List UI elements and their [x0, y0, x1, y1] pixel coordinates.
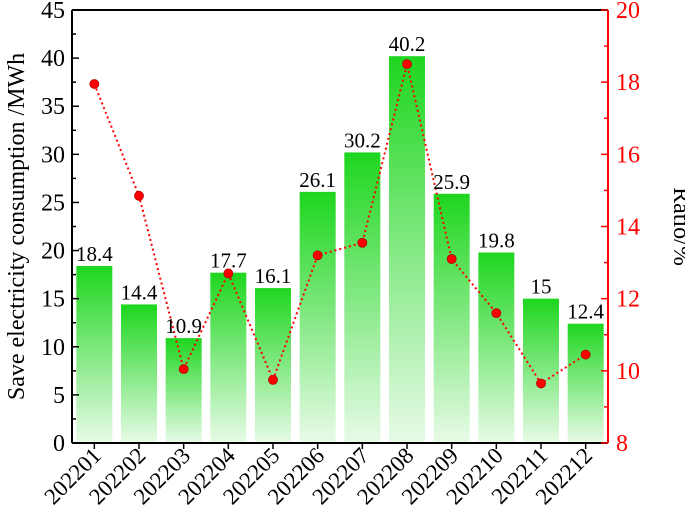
ratio-point-202204	[223, 268, 234, 279]
bar-value-label: 25.9	[433, 170, 470, 194]
bar-value-label: 26.1	[299, 168, 336, 192]
bar-202209	[433, 193, 470, 443]
ratio-point-202209	[446, 254, 457, 264]
left-tick-label: 30	[41, 142, 65, 168]
left-tick-label: 15	[41, 287, 65, 313]
left-tick-label: 45	[41, 0, 65, 24]
bar-202207	[344, 152, 381, 444]
bar-202206	[299, 191, 336, 443]
right-tick-label: 20	[616, 0, 640, 24]
left-tick-label: 35	[41, 94, 65, 120]
right-tick-label: 16	[616, 142, 640, 168]
right-tick-label: 14	[616, 215, 640, 241]
left-tick-label: 10	[41, 335, 65, 361]
left-tick-label: 25	[41, 190, 65, 216]
y2-axis-title: Ratio/%	[668, 187, 685, 266]
bar-202211	[523, 298, 559, 443]
ratio-point-202206	[312, 250, 323, 261]
ratio-point-202211	[536, 378, 546, 389]
bar-202210	[478, 252, 515, 443]
bar-value-label: 10.9	[165, 314, 202, 338]
bar-value-label: 40.2	[389, 32, 426, 56]
bar-202202	[121, 304, 157, 443]
ratio-point-202212	[580, 349, 591, 360]
bar-202201	[76, 265, 113, 443]
left-tick-label: 20	[41, 239, 65, 265]
left-tick-label: 0	[53, 431, 65, 457]
axes-layer	[71, 9, 609, 449]
bar-value-label: 16.1	[255, 264, 292, 288]
left-tick-label: 5	[53, 383, 65, 409]
ratio-point-202210	[491, 308, 502, 319]
right-tick-label: 18	[616, 70, 640, 96]
bar-value-label: 18.4	[76, 242, 113, 266]
ratio-point-202202	[134, 190, 144, 201]
bar-value-label: 30.2	[344, 128, 381, 152]
ratio-point-202207	[357, 237, 368, 248]
right-tick-label: 10	[616, 359, 640, 385]
ratio-point-202201	[89, 79, 100, 89]
bar-value-label: 17.7	[210, 249, 247, 273]
ratio-point-202208	[402, 59, 412, 70]
right-tick-label: 12	[616, 287, 640, 313]
bar-202212	[567, 323, 604, 443]
y-axis-title: Save electricity consumption /MWh	[4, 53, 30, 400]
bar-value-label: 19.8	[478, 228, 515, 252]
bar-202204	[210, 272, 247, 443]
ratio-line-layer	[89, 59, 591, 389]
left-tick-label: 40	[41, 46, 65, 72]
ratio-point-202203	[178, 364, 189, 374]
bar-value-label: 14.4	[121, 280, 158, 304]
bar-value-label: 12.4	[567, 300, 604, 324]
bar-202205	[255, 288, 291, 443]
ratio-point-202205	[268, 374, 278, 385]
right-tick-label: 8	[616, 431, 628, 457]
bar-202203	[165, 338, 202, 443]
bar-value-label: 15	[531, 275, 552, 299]
ratio-line	[93, 63, 587, 385]
